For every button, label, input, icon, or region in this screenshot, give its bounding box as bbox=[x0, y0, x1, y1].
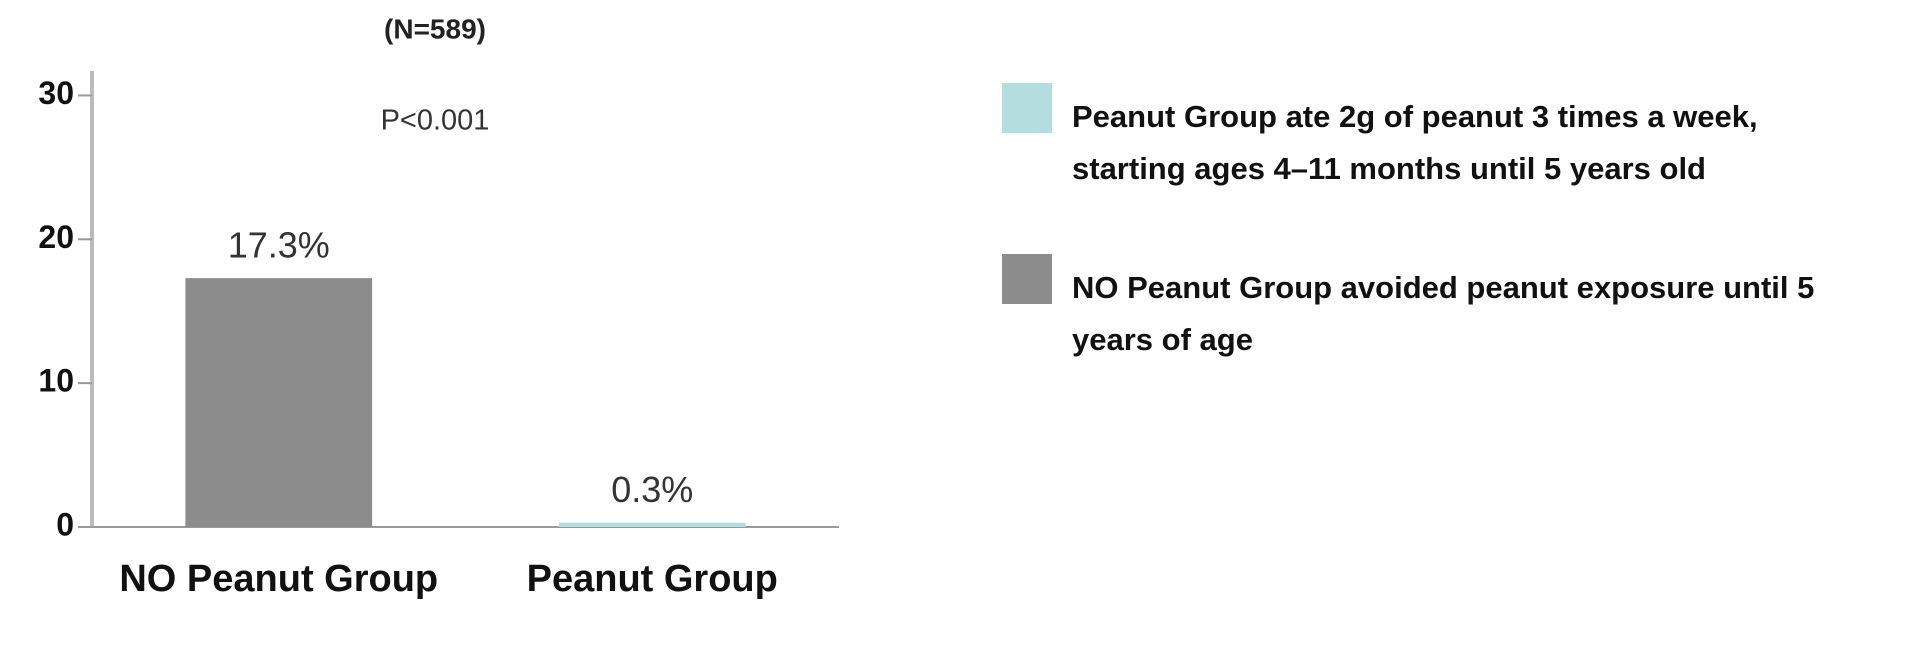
chart-title: (N=589) bbox=[384, 13, 486, 44]
x-tick-label: Peanut Group bbox=[526, 558, 778, 600]
value-label: 17.3% bbox=[228, 225, 330, 266]
value-label: 0.3% bbox=[611, 469, 693, 510]
legend-swatch bbox=[1002, 254, 1052, 304]
annotation: P<0.001 bbox=[381, 105, 490, 137]
legend-label: NO Peanut Group avoided peanut exposure … bbox=[1072, 270, 1815, 357]
y-tick-label: 20 bbox=[38, 219, 74, 255]
x-tick-label: NO Peanut Group bbox=[119, 558, 439, 600]
y-tick-label: 30 bbox=[38, 75, 74, 111]
y-tick-label: 10 bbox=[38, 363, 74, 399]
legend-swatch bbox=[1002, 83, 1052, 133]
y-tick-label: 0 bbox=[56, 506, 74, 542]
legend-label: Peanut Group ate 2g of peanut 3 times a … bbox=[1072, 99, 1758, 186]
bar bbox=[558, 522, 746, 527]
bar bbox=[185, 278, 373, 527]
